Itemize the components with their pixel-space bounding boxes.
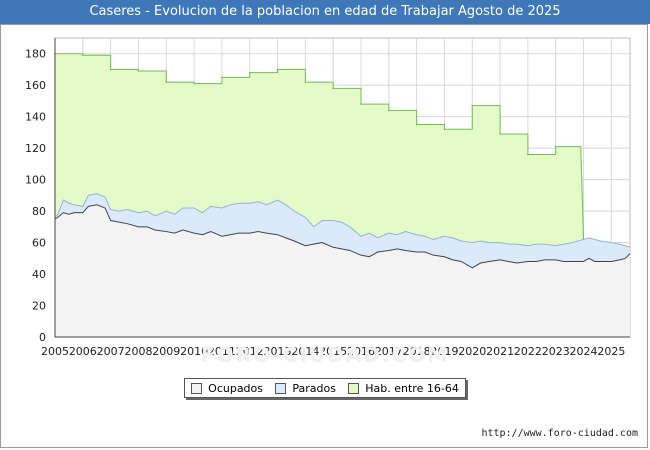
point-habitantes-2011 (221, 76, 223, 79)
y-tick-label-60: 60 (32, 237, 46, 250)
legend-label-habitantes: Hab. entre 16-64 (365, 381, 459, 395)
x-tick-label-2023: 2023 (542, 345, 570, 358)
x-tick-label-2010: 2010 (180, 345, 208, 358)
point-habitantes-2016 (360, 103, 362, 105)
point-habitantes-2022 (527, 153, 529, 156)
x-tick-label-2017: 2017 (375, 345, 403, 358)
point-habitantes-2007 (109, 68, 112, 71)
legend-item-habitantes: Hab. entre 16-64 (348, 382, 459, 395)
y-tick-label-160: 160 (25, 79, 46, 92)
y-tick-label-120: 120 (25, 142, 46, 155)
legend-label-ocupados: Ocupados (208, 381, 264, 395)
x-tick-label-2018: 2018 (403, 345, 431, 358)
point-habitantes-2013 (276, 68, 279, 71)
x-tick-label-2021: 2021 (486, 345, 514, 358)
x-tick-label-2015: 2015 (319, 345, 347, 358)
x-tick-label-2022: 2022 (514, 345, 542, 358)
x-tick-label-2025: 2025 (597, 345, 625, 358)
point-habitantes-2018 (415, 123, 418, 126)
chart-title: Caseres - Evolucion de la poblacion en e… (0, 0, 650, 24)
point-habitantes-2023 (554, 145, 557, 148)
area-ocupados (55, 204, 630, 337)
y-tick-label-20: 20 (32, 300, 46, 313)
point-habitantes-2009 (165, 81, 168, 83)
point-habitantes-2019 (443, 128, 446, 131)
line-habitantes (55, 53, 585, 240)
source-url[interactable]: http://www.foro-ciudad.com (481, 428, 638, 439)
point-habitantes-2010 (193, 82, 195, 85)
y-tick-label-40: 40 (32, 268, 46, 281)
point-habitantes-2014 (304, 81, 307, 83)
x-tick-label-2009: 2009 (152, 345, 180, 358)
point-habitantes-2012 (248, 71, 251, 74)
x-tick-label-2014: 2014 (291, 345, 319, 358)
x-tick-label-2016: 2016 (347, 345, 375, 358)
x-tick-label-2008: 2008 (124, 345, 152, 358)
point-habitantes-2015 (332, 87, 334, 90)
x-tick-label-2011: 2011 (208, 345, 236, 358)
x-tick-label-2012: 2012 (236, 345, 264, 358)
point-habitantes-2006 (82, 54, 84, 57)
y-tick-label-80: 80 (32, 205, 46, 218)
line-parados (54, 193, 631, 248)
y-tick-label-0: 0 (39, 331, 46, 344)
point-habitantes-2020 (471, 104, 474, 107)
legend-item-ocupados: Ocupados (191, 382, 263, 395)
legend-swatch-habitantes (348, 382, 360, 394)
point-habitantes-2017 (388, 109, 390, 112)
point-habitantes-2008 (137, 70, 140, 72)
legend-swatch-ocupados (191, 382, 203, 394)
x-tick-label-2006: 2006 (69, 345, 97, 358)
legend-label-parados: Parados (292, 381, 336, 395)
x-tick-label-2007: 2007 (97, 345, 125, 358)
y-tick-label-140: 140 (25, 111, 46, 124)
legend-item-parados: Parados (275, 382, 336, 395)
point-habitantes-2021 (499, 133, 501, 135)
x-tick-label-2024: 2024 (570, 345, 598, 358)
x-tick-label-2019: 2019 (430, 345, 458, 358)
legend-swatch-parados (275, 382, 287, 394)
x-tick-label-2020: 2020 (458, 345, 486, 358)
line-ocupados (54, 204, 631, 269)
x-tick-label-2013: 2013 (264, 345, 292, 358)
y-tick-label-100: 100 (25, 174, 46, 187)
y-tick-label-180: 180 (25, 48, 46, 61)
x-tick-label-2005: 2005 (41, 345, 69, 358)
legend: Ocupados Parados Hab. entre 16-64 (184, 378, 466, 398)
